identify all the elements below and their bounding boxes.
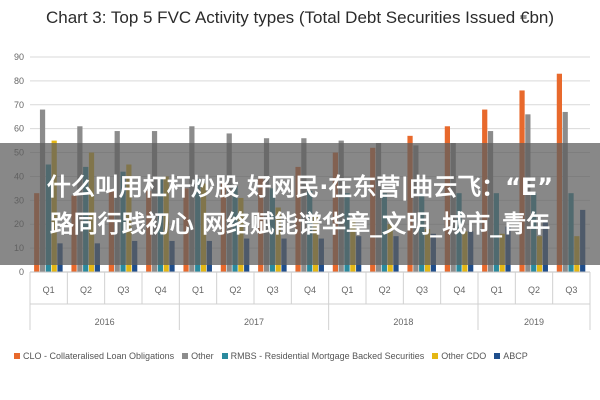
x-tick-label: Q2	[528, 285, 540, 295]
legend-item: RMBS - Residential Mortgage Backed Secur…	[221, 351, 425, 361]
legend-label: ABCP	[503, 351, 528, 361]
group-label: 2018	[393, 317, 413, 327]
x-tick-label: Q4	[155, 285, 167, 295]
watermark-overlay: 什么叫用杠杆炒股 好网民·在东营|曲云飞：“E” 路同行践初心 网络赋能谱华章_…	[0, 143, 600, 265]
x-tick-label: Q1	[43, 285, 55, 295]
legend-label: Other CDO	[441, 351, 487, 361]
y-tick-label: 60	[14, 124, 24, 134]
y-tick-label: 80	[14, 76, 24, 86]
x-tick-label: Q3	[117, 285, 129, 295]
chart-legend: CLO - Collateralised Loan Obligations Oth…	[14, 351, 599, 361]
legend-label: RMBS - Residential Mortgage Backed Secur…	[230, 351, 425, 361]
overlay-text-line-2: 路同行践初心 网络赋能谱华章_文明_城市_青年	[49, 210, 551, 238]
x-tick-label: Q1	[491, 285, 503, 295]
x-tick-label: Q2	[229, 285, 241, 295]
legend-swatch	[432, 353, 439, 359]
group-label: 2017	[244, 317, 264, 327]
x-tick-label: Q2	[379, 285, 391, 295]
legend-label: CLO - Collateralised Loan Obligations	[23, 351, 175, 361]
y-tick-label: 70	[14, 100, 24, 110]
legend-swatch	[14, 353, 20, 359]
x-tick-label: Q3	[416, 285, 428, 295]
x-tick-label: Q3	[267, 285, 279, 295]
x-tick-label: Q2	[80, 285, 92, 295]
legend-label: Other	[191, 351, 214, 361]
overlay-text-line-1: 什么叫用杠杆炒股 好网民·在东营|曲云飞：“E”	[46, 173, 554, 201]
legend-swatch	[182, 353, 189, 359]
y-tick-label: 90	[14, 52, 24, 62]
x-tick-label: Q1	[341, 285, 353, 295]
legend-item: ABCP	[494, 351, 528, 361]
legend-item: Other	[182, 351, 214, 361]
legend-item: CLO - Collateralised Loan Obligations	[14, 351, 174, 361]
group-label: 2016	[95, 317, 115, 327]
x-tick-label: Q4	[304, 285, 316, 295]
x-tick-label: Q4	[453, 285, 465, 295]
chart-title: Chart 3: Top 5 FVC Activity types (Total…	[45, 8, 555, 27]
x-tick-label: Q1	[192, 285, 204, 295]
legend-item: Other CDO	[432, 351, 486, 361]
legend-swatch	[221, 353, 228, 359]
x-tick-label: Q3	[565, 285, 577, 295]
legend-swatch	[494, 353, 501, 359]
y-tick-label: 0	[19, 267, 24, 277]
group-label: 2019	[524, 317, 544, 327]
